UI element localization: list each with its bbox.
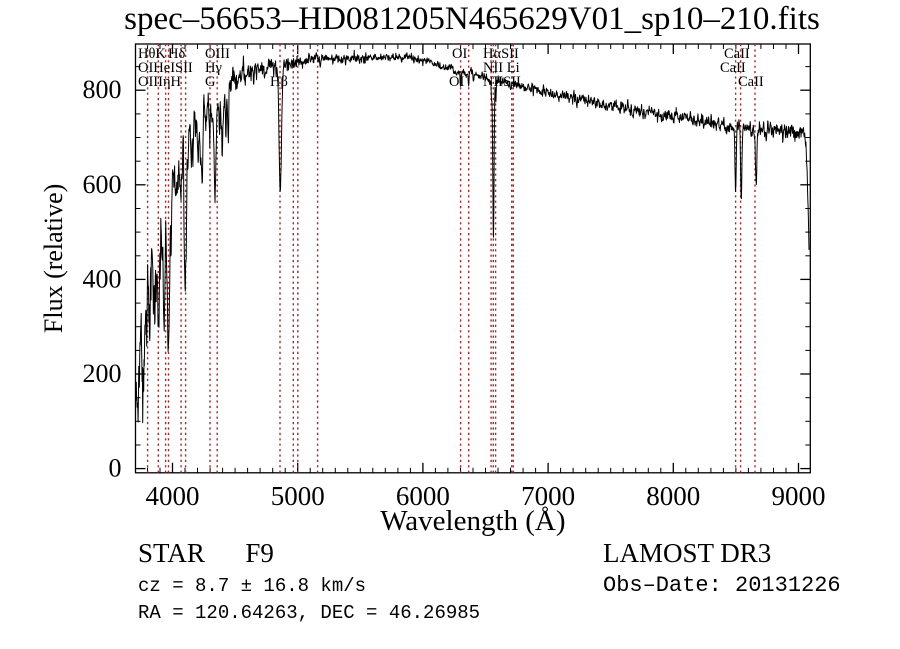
svg-text:8000: 8000 [646, 481, 700, 511]
svg-text:Obs–Date: 20131226: Obs–Date: 20131226 [603, 573, 841, 598]
svg-text:Flux (relative): Flux (relative) [39, 184, 68, 333]
svg-text:400: 400 [83, 264, 122, 293]
svg-text:9000: 9000 [772, 481, 826, 511]
svg-text:200: 200 [83, 359, 122, 388]
svg-text:LAMOST DR3: LAMOST DR3 [603, 538, 771, 568]
svg-text:0: 0 [109, 454, 122, 483]
svg-text:Hβ: Hβ [270, 74, 288, 90]
svg-text:600: 600 [83, 170, 122, 199]
svg-text:4000: 4000 [146, 481, 200, 511]
svg-text:NIISII: NIISII [483, 74, 521, 90]
svg-text:OI: OI [452, 46, 467, 62]
svg-text:5000: 5000 [271, 481, 325, 511]
svg-text:CaII: CaII [738, 74, 764, 90]
svg-text:RA = 120.64263, DEC = 46.2698: RA = 120.64263, DEC = 46.26985 [138, 602, 480, 624]
svg-text:800: 800 [83, 75, 122, 104]
svg-text:spec–56653–HD081205N465629V01_: spec–56653–HD081205N465629V01_sp10–210.f… [124, 1, 820, 37]
svg-text:G: G [205, 74, 216, 90]
svg-text:OIIIηH: OIIIηH [138, 74, 182, 90]
svg-text:Wavelength (Å): Wavelength (Å) [380, 505, 565, 537]
svg-text:cz = 8.7 ± 16.8 km/s: cz = 8.7 ± 16.8 km/s [138, 575, 366, 597]
svg-text:OI: OI [449, 74, 464, 90]
svg-text:STAR F9: STAR F9 [138, 538, 274, 568]
